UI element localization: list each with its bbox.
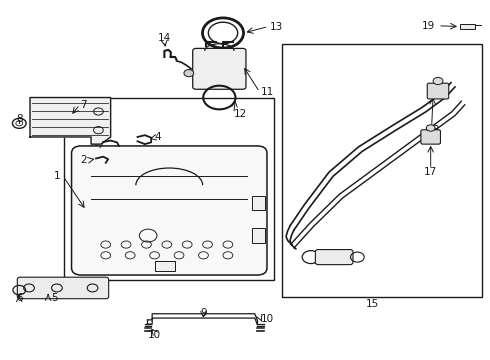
Text: 2: 2 xyxy=(80,155,87,165)
Text: 10: 10 xyxy=(260,314,273,324)
Text: 18: 18 xyxy=(426,125,440,135)
Bar xyxy=(64,98,274,280)
Text: 12: 12 xyxy=(234,109,247,119)
Text: 19: 19 xyxy=(421,21,435,31)
Bar xyxy=(252,228,265,243)
Bar xyxy=(252,196,265,211)
Bar xyxy=(155,261,175,271)
FancyBboxPatch shape xyxy=(17,277,109,299)
Text: 15: 15 xyxy=(366,299,379,309)
Circle shape xyxy=(184,69,194,77)
Text: 11: 11 xyxy=(260,87,273,97)
Text: 13: 13 xyxy=(270,22,283,32)
Text: 8: 8 xyxy=(16,114,23,124)
FancyBboxPatch shape xyxy=(421,130,441,144)
Text: 1: 1 xyxy=(53,171,60,181)
Text: 3: 3 xyxy=(93,139,99,148)
Circle shape xyxy=(426,125,435,131)
Text: 10: 10 xyxy=(148,330,161,340)
Text: 14: 14 xyxy=(158,33,171,42)
FancyBboxPatch shape xyxy=(427,83,449,99)
Text: 7: 7 xyxy=(80,100,87,110)
Bar xyxy=(282,44,482,297)
Text: 9: 9 xyxy=(200,308,207,318)
Text: 17: 17 xyxy=(424,167,437,177)
Text: 16: 16 xyxy=(334,248,347,258)
Circle shape xyxy=(433,77,443,85)
Text: 4: 4 xyxy=(155,132,161,142)
FancyBboxPatch shape xyxy=(316,249,353,265)
FancyBboxPatch shape xyxy=(72,146,267,275)
Bar xyxy=(460,24,475,30)
Text: 5: 5 xyxy=(51,293,58,303)
Polygon shape xyxy=(30,98,111,144)
FancyBboxPatch shape xyxy=(193,48,246,89)
Text: 6: 6 xyxy=(16,293,23,303)
